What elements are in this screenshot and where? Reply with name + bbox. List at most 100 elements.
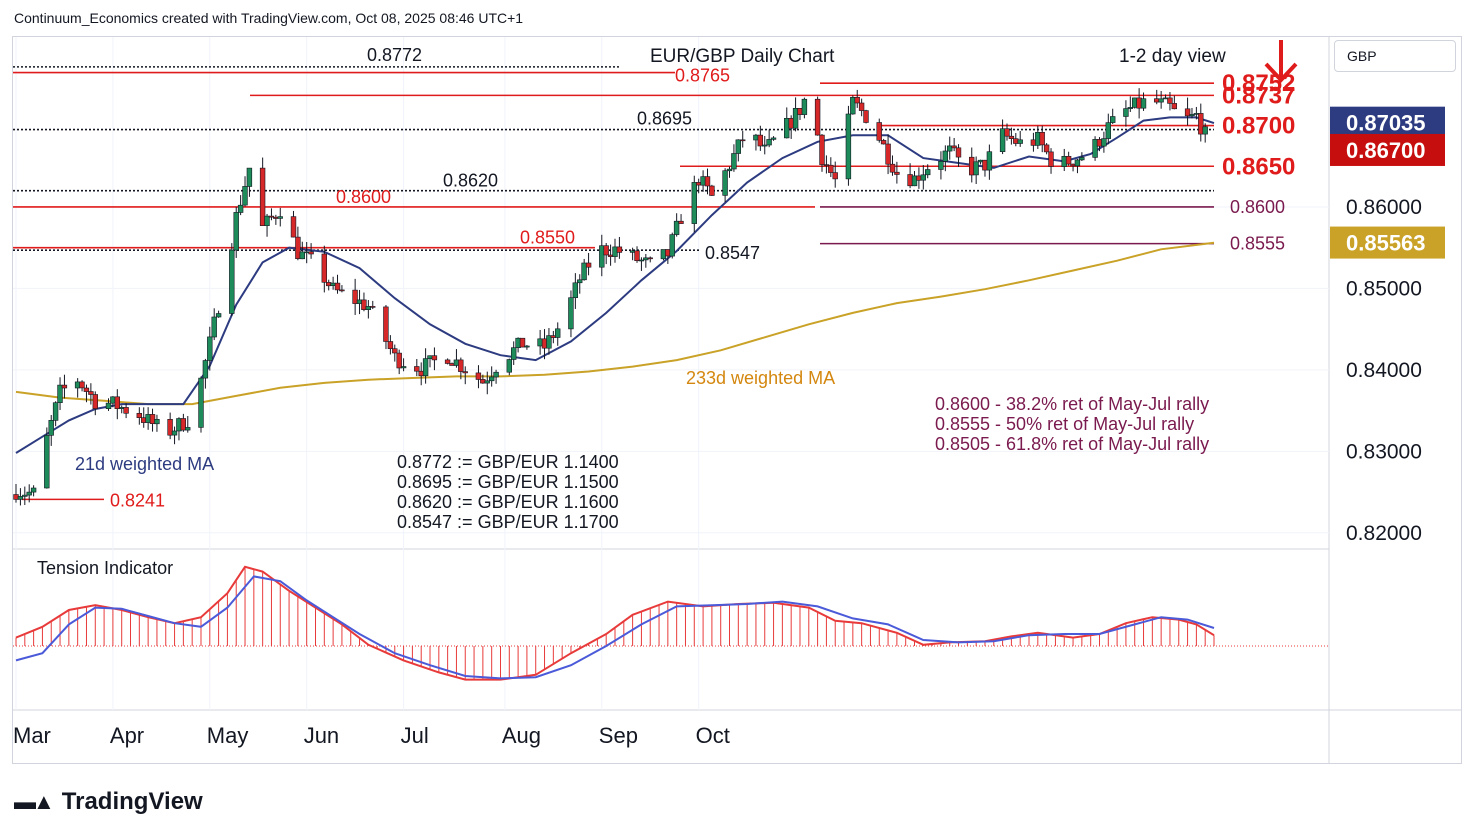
candle-up	[722, 170, 728, 196]
price-badge	[1330, 226, 1445, 259]
candle-down	[1030, 139, 1037, 146]
candle-down	[136, 412, 142, 418]
candle-up	[537, 338, 543, 347]
candle-down	[141, 417, 147, 423]
candle-up	[599, 245, 605, 268]
candle-down	[369, 306, 376, 308]
level-label: 0.8772	[367, 45, 422, 65]
price-badge	[1330, 133, 1445, 166]
candle-up	[171, 430, 178, 436]
candle-down	[414, 366, 420, 372]
candle-down	[757, 134, 764, 147]
candle-up	[365, 306, 371, 310]
candle-down	[79, 381, 85, 389]
currency-button[interactable]: GBP	[1334, 40, 1456, 72]
candle-down	[607, 254, 614, 257]
candle-up	[57, 384, 63, 404]
level-label: 0.8547	[705, 243, 760, 263]
candle-up	[26, 491, 32, 496]
y-tick-label: 0.86000	[1346, 196, 1422, 219]
candle-up	[400, 366, 407, 369]
candle-up	[493, 371, 499, 378]
fib-note: 0.8505 - 61.8% ret of May-Jul rally	[935, 434, 1209, 454]
candle-up	[303, 251, 310, 254]
resistance-label: 0.8737	[1222, 82, 1295, 109]
candle-up	[515, 337, 521, 349]
candle-up	[74, 381, 81, 389]
candle-up	[510, 347, 517, 360]
candle-down	[814, 98, 821, 136]
candle-up	[554, 328, 561, 338]
candle-down	[634, 250, 640, 262]
candle-down	[788, 118, 794, 129]
candle-down	[709, 185, 715, 196]
price-badge-label: 0.85563	[1346, 231, 1426, 256]
candle-down	[268, 215, 275, 218]
candle-down	[396, 352, 402, 369]
candle-down	[1039, 132, 1045, 146]
arrow-head	[1264, 62, 1298, 83]
conversion-note: 0.8695 := GBP/EUR 1.1500	[397, 472, 619, 492]
level-label: 0.8620	[443, 171, 498, 191]
candle-up	[22, 494, 28, 497]
candle-down	[295, 236, 301, 260]
candle-up	[44, 435, 50, 489]
candle-up	[1193, 113, 1200, 115]
candle-down	[951, 145, 957, 149]
brand-name: TradingView	[61, 788, 203, 815]
candle-up	[938, 161, 944, 170]
candle-down	[383, 306, 389, 342]
chart-frame	[12, 36, 1462, 764]
x-tick-label: Oct	[696, 723, 730, 748]
candle-down	[83, 387, 90, 392]
candle-down	[334, 282, 341, 291]
candle-down	[1008, 135, 1015, 139]
x-tick-label: Aug	[502, 723, 541, 748]
candle-down	[968, 156, 975, 176]
candle-down	[149, 414, 156, 424]
candle-down	[885, 143, 891, 165]
chart-annotations: EUR/GBP Daily Chart 1-2 day view0.87520.8…	[75, 40, 1298, 532]
candle-up	[973, 161, 979, 176]
ma233-label: 233d weighted MA	[686, 368, 835, 388]
candle-up	[660, 249, 667, 260]
y-tick-label: 0.85000	[1346, 277, 1422, 300]
candle-down	[955, 147, 962, 158]
candle-up	[1140, 98, 1147, 109]
candle-up	[202, 360, 209, 379]
candle-up	[176, 418, 182, 432]
candle-up	[198, 377, 204, 428]
candle-up	[546, 335, 552, 349]
candle-down	[982, 159, 988, 171]
support-label: 0.8555	[1230, 234, 1285, 254]
candle-up	[229, 249, 235, 314]
red-down-arrow-icon	[1264, 40, 1298, 83]
candle-down	[541, 338, 548, 349]
candle-up	[277, 216, 283, 219]
candle-down	[88, 391, 94, 395]
candles	[13, 88, 1208, 506]
price-badge-label: 0.87035	[1346, 111, 1426, 136]
tradingview-brand[interactable]: ▬▲ TradingView	[14, 788, 203, 816]
candle-up	[1132, 97, 1138, 108]
candle-down	[1154, 98, 1160, 103]
candle-up	[211, 316, 217, 338]
candle-down	[92, 394, 99, 409]
candle-up	[673, 220, 680, 235]
candle-up	[207, 336, 213, 361]
candle-up	[145, 414, 151, 423]
level-label: 0.8241	[110, 490, 165, 510]
level-label: 0.8550	[520, 228, 575, 248]
candle-down	[739, 139, 746, 142]
candle-down	[352, 289, 358, 304]
candle-up	[572, 282, 579, 298]
candle-up	[761, 144, 768, 147]
candle-up	[753, 134, 759, 141]
candle-up	[1079, 157, 1085, 161]
candle-up	[801, 98, 808, 115]
level-label: 0.8695	[637, 109, 692, 129]
candle-up	[524, 345, 530, 348]
x-tick-label: Sep	[599, 723, 638, 748]
candle-down	[585, 262, 592, 268]
